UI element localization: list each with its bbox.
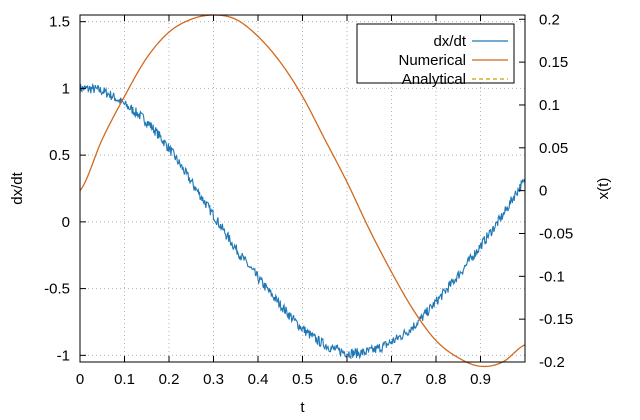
x-tick-label: 0.8 xyxy=(426,371,447,388)
series-line-0 xyxy=(79,83,526,360)
y2-tick-label: -0.05 xyxy=(539,225,573,242)
x-tick-label: 0 xyxy=(76,371,84,388)
x-tick-label: 0.7 xyxy=(381,371,402,388)
y2-tick-label: -0.2 xyxy=(539,354,565,371)
x-tick-label: 0.6 xyxy=(337,371,358,388)
y-tick-label: 1.5 xyxy=(49,14,70,31)
x-tick-label: 0.5 xyxy=(292,371,313,388)
legend-label-analytical: Analytical xyxy=(402,71,466,88)
y-axis-label: dx/dt xyxy=(9,171,26,204)
y2-tick-label: -0.1 xyxy=(539,268,565,285)
x-tick-label: 0.1 xyxy=(114,371,135,388)
y-tick-label: 0.5 xyxy=(49,147,70,164)
y-tick-label: -1 xyxy=(57,347,70,364)
y-tick-label: 0 xyxy=(62,214,70,231)
legend-label-dxdt: dx/dt xyxy=(433,33,466,50)
y-tick-label: -0.5 xyxy=(44,281,70,298)
y2-tick-label: 0.1 xyxy=(539,97,560,114)
y2-axis-label: x(t) xyxy=(595,178,612,200)
ticks: 0 0.1 0.2 0.3 0.4 0.5 0.6 0.7 0.8 0.9 -1 -0.5 0 0.5 1 1… xyxy=(44,11,573,388)
series-layer xyxy=(79,14,526,368)
y2-tick-label: 0.15 xyxy=(539,54,568,71)
series-line-1 xyxy=(79,14,526,368)
x-axis-label: t xyxy=(300,399,305,416)
x-tick-label: 0.3 xyxy=(203,371,224,388)
y2-tick-label: -0.15 xyxy=(539,311,573,328)
y2-tick-label: 0.05 xyxy=(539,140,568,157)
legend-label-numerical: Numerical xyxy=(398,52,466,69)
x-tick-label: 0.4 xyxy=(248,371,269,388)
legend: dx/dt Numerical Analytical xyxy=(356,23,515,88)
y-tick-label: 1 xyxy=(62,80,70,97)
y2-tick-label: 0.2 xyxy=(539,11,560,28)
legend-box xyxy=(356,23,515,84)
x-tick-label: 0.2 xyxy=(159,371,180,388)
x-tick-label: 0.9 xyxy=(470,371,491,388)
y2-tick-label: 0 xyxy=(539,183,547,200)
